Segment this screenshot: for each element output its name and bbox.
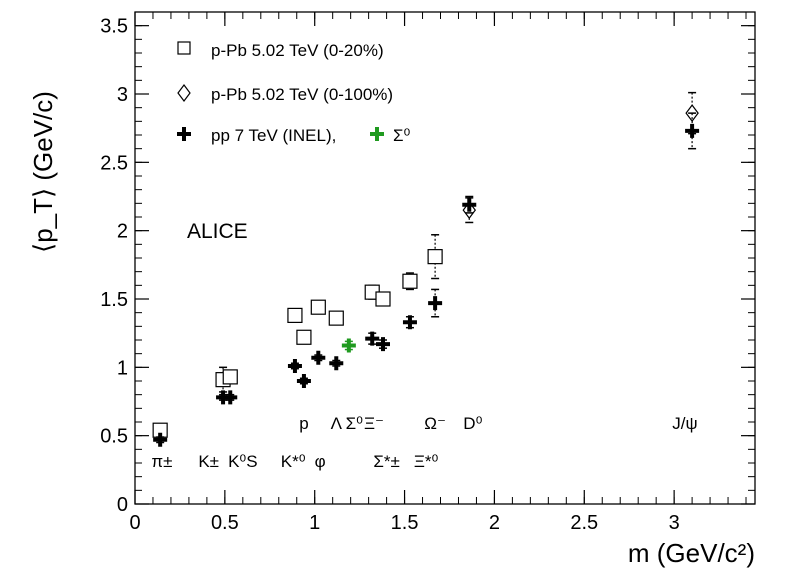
square-marker (296, 329, 312, 345)
cross-marker (311, 350, 326, 365)
data-point-cross (287, 358, 302, 373)
particle-label: Ξ*⁰ (414, 452, 439, 471)
cross-marker (428, 296, 443, 311)
cross-marker (376, 337, 390, 352)
data-point-square (328, 310, 344, 326)
data-point-square (287, 307, 303, 323)
particle-label: Ω⁻ (424, 414, 446, 433)
x-tick-label: 2 (489, 512, 500, 534)
y-tick-label: 0 (117, 494, 128, 516)
data-point-cross (153, 432, 168, 447)
cross-marker (341, 338, 356, 353)
x-tick-label: 2.5 (570, 512, 598, 534)
data-point-square (310, 299, 326, 315)
data-point-square (402, 272, 418, 291)
cross-marker (365, 331, 380, 346)
cross-marker (402, 315, 417, 330)
particle-label: Σ⁰ (346, 414, 364, 433)
square-marker (328, 310, 344, 326)
square-marker (287, 307, 303, 323)
square-marker (402, 273, 418, 289)
y-tick-label: 2 (117, 221, 128, 243)
data-point-square (427, 234, 443, 280)
legend-label-2: pp 7 TeV (INEL), (211, 126, 336, 145)
square-marker (222, 369, 238, 385)
x-tick-label: 1 (309, 512, 320, 534)
data-point-cross (223, 390, 238, 405)
cross-marker (685, 123, 700, 138)
y-tick-label: 3 (117, 84, 128, 106)
cross-marker (153, 432, 168, 447)
data-point-cross (365, 331, 380, 346)
particle-label: p (299, 414, 308, 433)
particle-label: K± (198, 452, 219, 471)
particle-label: φ (315, 452, 326, 471)
cross-marker (287, 358, 302, 373)
legend-label-3: Σ⁰ (393, 126, 411, 145)
cross-marker (296, 374, 311, 388)
legend-green-cross-marker (370, 127, 384, 141)
data-point-square (222, 369, 238, 385)
data-point-cross (341, 338, 356, 353)
legend-label-1: p-Pb 5.02 TeV (0-100%) (211, 85, 393, 104)
experiment-label: ALICE (187, 220, 248, 243)
y-axis-title: ⟨p_T⟩ (GeV/c) (28, 91, 58, 253)
axis-ticks: 0 0.5 1 1.5 2 2.5 3 3.5 0 0.5 1 1.5 2 2.5 3 (100, 11, 755, 534)
y-tick-label: 2.5 (100, 152, 128, 174)
particle-label: Λ (331, 414, 343, 433)
data-point-cross (376, 337, 390, 352)
y-tick-label: 3.5 (100, 16, 128, 38)
particle-label: Σ*± (373, 452, 399, 471)
particle-label: K⁰S (228, 452, 258, 471)
data-point-cross (329, 356, 344, 371)
y-tick-label: 1.5 (100, 289, 128, 311)
particle-label: π± (151, 452, 172, 471)
data-point-cross (402, 315, 417, 330)
data-point-cross (296, 374, 311, 388)
square-marker (310, 299, 326, 315)
cross-marker (329, 356, 344, 371)
cross-marker (462, 197, 477, 212)
square-marker (375, 291, 391, 307)
particle-label: K*⁰ (281, 452, 306, 471)
square-marker (427, 249, 443, 265)
legend-diamond-marker (177, 84, 191, 102)
particle-label: Ξ⁻ (364, 414, 384, 433)
legend-label-0: p-Pb 5.02 TeV (0-20%) (211, 41, 384, 60)
data-points (152, 91, 700, 447)
legend-cross-marker (177, 127, 191, 141)
x-tick-label: 0.5 (211, 512, 239, 534)
data-point-cross (685, 112, 700, 150)
data-point-square (375, 291, 391, 307)
y-tick-label: 0.5 (100, 426, 128, 448)
data-point-cross (462, 195, 477, 214)
y-tick-label: 1 (117, 357, 128, 379)
data-point-square (296, 329, 312, 345)
x-tick-label: 0 (129, 512, 140, 534)
data-point-cross (428, 288, 443, 318)
legend-square-marker (177, 41, 191, 55)
cross-marker (223, 390, 238, 405)
x-tick-label: 3 (669, 512, 680, 534)
particle-label: D⁰ (463, 414, 482, 433)
particle-label: J/ψ (672, 414, 697, 433)
particle-labels: p Λ Σ⁰ Ξ⁻ Ω⁻ D⁰ J/ψ π± K± K⁰S K*⁰ φ Σ*± Ξ*⁰ (151, 414, 697, 471)
data-point-cross (311, 350, 326, 365)
x-tick-label: 1.5 (391, 512, 419, 534)
legend: p-Pb 5.02 TeV (0-20%) p-Pb 5.02 TeV (0-1… (177, 41, 411, 145)
x-axis-title: m (GeV/c²) (628, 538, 755, 568)
